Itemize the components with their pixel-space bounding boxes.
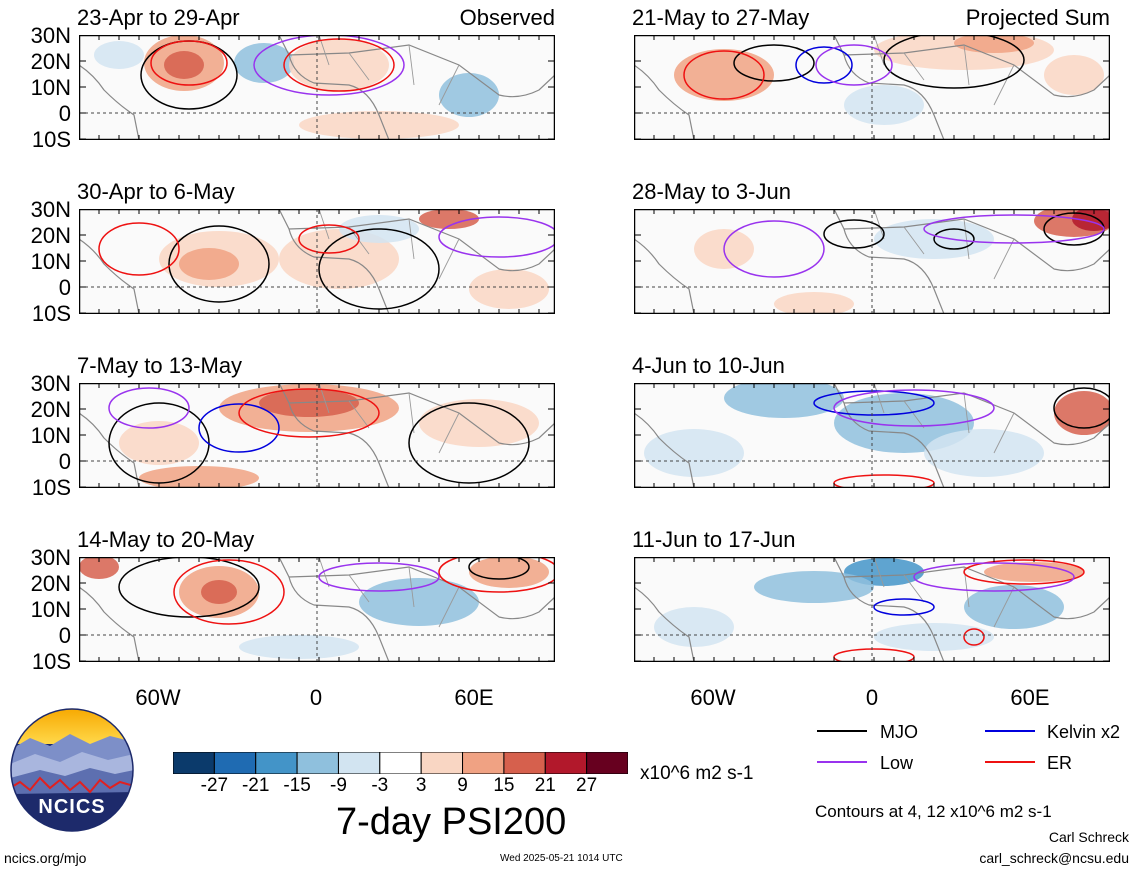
colorbar-tick-label: -3 (371, 775, 389, 796)
figure-title: 7-day PSI200 (336, 801, 567, 843)
latitude-label: 10S (31, 127, 71, 152)
colorbar-tick-label: -15 (283, 775, 311, 796)
map-panel (78, 208, 556, 315)
panel-title: 21-May to 27-May (632, 5, 810, 30)
panel-title: 30-Apr to 6-May (77, 179, 235, 204)
legend-label-kelvin: Kelvin x2 (1047, 722, 1121, 742)
map-panel (78, 34, 556, 141)
panel-title: 14-May to 20-May (77, 527, 255, 552)
colorbar-swatch (503, 751, 546, 775)
map-panel (78, 556, 556, 663)
latitude-label: 10N (30, 423, 71, 448)
legend-lines (817, 730, 1035, 763)
ncics-logo: NCICS (10, 708, 134, 832)
colorbar-tick-label: 9 (457, 775, 468, 796)
colorbar (172, 751, 629, 775)
colorbar-tick-label: -21 (241, 775, 270, 796)
panel-tag: Observed (459, 5, 555, 30)
panel-title: 4-Jun to 10-Jun (632, 353, 785, 378)
map-panel (78, 382, 556, 489)
colorbar-tick-label: 27 (576, 775, 598, 796)
longitude-label: 60W (135, 685, 181, 710)
legend-label-er: ER (1047, 753, 1073, 773)
colorbar-swatch (213, 751, 257, 775)
footer-author: Carl Schreck (1048, 829, 1129, 845)
panel-tag: Projected Sum (965, 5, 1110, 30)
colorbar-tick-label: 21 (534, 775, 556, 796)
latitude-label: 20N (30, 571, 71, 596)
colorbar-tick-label: -9 (330, 775, 347, 796)
latitude-label: 10N (30, 75, 71, 100)
longitude-label: 60E (1010, 685, 1050, 710)
colorbar-tick-label: 3 (415, 775, 427, 796)
latitude-label: 10N (30, 597, 71, 622)
latitude-label: 30N (30, 23, 71, 48)
latitude-label: 20N (30, 49, 71, 74)
longitude-label: 60E (454, 685, 494, 710)
latitude-label: 10S (31, 301, 71, 326)
latitude-label: 20N (30, 397, 71, 422)
legend-label-mjo: MJO (880, 722, 918, 742)
longitude-label: 0 (309, 685, 323, 710)
longitude-label: 0 (865, 685, 879, 710)
map-panel (633, 382, 1111, 489)
latitude-label: 0 (58, 101, 71, 126)
map-panel (633, 34, 1111, 141)
colorbar-swatch (420, 751, 464, 775)
footer-email[interactable]: carl_schreck@ncsu.edu (979, 850, 1129, 866)
colorbar-swatch (379, 751, 422, 775)
colorbar-swatch (586, 751, 629, 775)
map-panel (633, 556, 1111, 663)
ncics-logo-icon (10, 708, 134, 832)
longitude-label: 60W (690, 685, 736, 710)
latitude-label: 30N (30, 197, 71, 222)
colorbar-swatch (462, 751, 505, 775)
colorbar-units: x10^6 m2 s-1 (640, 763, 754, 784)
logo-text: NCICS (38, 796, 106, 818)
colorbar-swatch (337, 751, 381, 775)
latitude-label: 10S (31, 649, 71, 674)
colorbar-swatch (544, 751, 588, 775)
colorbar-tick-label: -27 (200, 775, 229, 796)
latitude-label: 0 (58, 449, 71, 474)
latitude-label: 30N (30, 545, 71, 570)
colorbar-swatches (172, 751, 629, 775)
legend-label-low: Low (880, 753, 914, 773)
latitude-label: 20N (30, 223, 71, 248)
panel-title: 28-May to 3-Jun (632, 179, 791, 204)
latitude-label: 0 (58, 275, 71, 300)
latitude-label: 0 (58, 623, 71, 648)
latitude-label: 10S (31, 475, 71, 500)
panel-title: 11-Jun to 17-Jun (632, 527, 796, 552)
colorbar-tick-label: 15 (493, 775, 515, 796)
latitude-label: 10N (30, 249, 71, 274)
contours-note: Contours at 4, 12 x10^6 m2 s-1 (815, 802, 1052, 821)
map-panel (633, 208, 1111, 315)
colorbar-swatch (296, 751, 339, 775)
footer-timestamp: Wed 2025-05-21 1014 UTC (500, 853, 623, 864)
footer-url[interactable]: ncics.org/mjo (4, 850, 87, 866)
latitude-label: 30N (30, 371, 71, 396)
colorbar-swatch (255, 751, 298, 775)
panel-title: 7-May to 13-May (77, 353, 243, 378)
colorbar-swatch (172, 751, 215, 775)
panel-title: 23-Apr to 29-Apr (77, 5, 240, 30)
